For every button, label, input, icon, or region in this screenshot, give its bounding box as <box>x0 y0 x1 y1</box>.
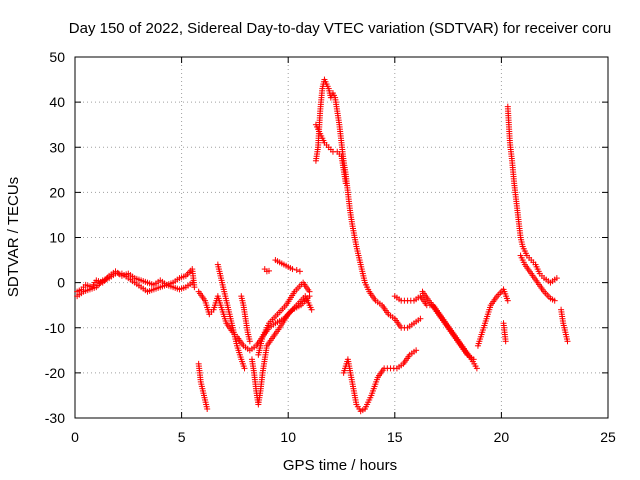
y-tick-label: -30 <box>45 410 65 426</box>
data-point <box>342 180 349 187</box>
y-tick-label: 40 <box>49 94 65 110</box>
axis-ticks: 0 5 10 15 20 25 -30 -20 -10 0 10 20 30 40 50 <box>45 49 616 445</box>
y-tick-label: -10 <box>45 320 65 336</box>
data-point <box>417 315 424 322</box>
data-point <box>241 365 248 372</box>
x-tick-label: 0 <box>71 429 79 445</box>
data-point <box>504 297 511 304</box>
data-points <box>74 76 571 415</box>
y-axis-title: SDTVAR / TECUs <box>5 177 22 297</box>
y-tick-label: -20 <box>45 365 65 381</box>
data-point <box>553 275 560 282</box>
x-tick-label: 20 <box>494 429 510 445</box>
x-tick-label: 15 <box>387 429 403 445</box>
y-tick-label: 0 <box>57 275 65 291</box>
x-axis-title: GPS time / hours <box>283 457 397 474</box>
x-tick-label: 10 <box>280 429 296 445</box>
data-point <box>296 268 303 275</box>
grid <box>75 57 608 418</box>
data-point <box>564 338 571 345</box>
y-tick-label: 10 <box>49 230 65 246</box>
y-tick-label: 30 <box>49 139 65 155</box>
y-tick-label: 50 <box>49 49 65 65</box>
chart-title: Day 150 of 2022, Sidereal Day-to-day VTE… <box>69 20 611 37</box>
data-point <box>470 356 477 363</box>
data-point <box>266 267 273 274</box>
data-point <box>413 347 420 354</box>
data-point <box>473 365 480 372</box>
data-point <box>189 279 196 286</box>
data-point <box>191 284 198 291</box>
x-tick-label: 5 <box>178 429 186 445</box>
data-point <box>502 338 509 345</box>
data-point <box>308 306 315 313</box>
x-tick-label: 25 <box>600 429 616 445</box>
data-point <box>293 266 300 273</box>
data-point <box>204 405 211 412</box>
y-tick-label: 20 <box>49 184 65 200</box>
data-point <box>551 297 558 304</box>
data-point <box>289 266 296 273</box>
plot-frame <box>74 56 609 419</box>
data-point <box>246 338 253 345</box>
data-point <box>306 288 313 295</box>
